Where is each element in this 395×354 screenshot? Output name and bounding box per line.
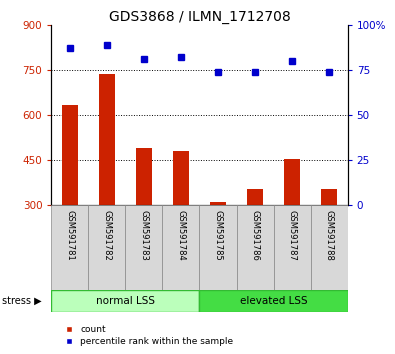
Text: GSM591785: GSM591785 [213, 210, 222, 260]
Bar [99, 74, 115, 205]
Bar [274, 205, 310, 290]
Bar [310, 205, 348, 290]
Bar [126, 205, 162, 290]
Bar [135, 148, 152, 205]
Bar [162, 205, 199, 290]
Bar [199, 205, 237, 290]
Bar [88, 205, 126, 290]
Bar [321, 189, 337, 205]
Text: GSM591784: GSM591784 [177, 210, 186, 260]
Bar [51, 290, 199, 312]
Bar [210, 202, 226, 205]
Text: elevated LSS: elevated LSS [240, 296, 307, 306]
Bar [284, 159, 300, 205]
Bar [247, 189, 263, 205]
Text: GSM591781: GSM591781 [65, 210, 74, 260]
Text: GSM591782: GSM591782 [102, 210, 111, 260]
Text: normal LSS: normal LSS [96, 296, 155, 306]
Text: GSM591787: GSM591787 [288, 210, 297, 261]
Text: GSM591788: GSM591788 [325, 210, 334, 261]
Bar [62, 104, 78, 205]
Bar [51, 205, 88, 290]
Bar [199, 290, 348, 312]
Text: GSM591786: GSM591786 [250, 210, 260, 261]
Text: GSM591783: GSM591783 [139, 210, 149, 261]
Title: GDS3868 / ILMN_1712708: GDS3868 / ILMN_1712708 [109, 10, 290, 24]
Legend: count, percentile rank within the sample: count, percentile rank within the sample [56, 321, 237, 349]
Text: stress ▶: stress ▶ [2, 296, 41, 306]
Bar [237, 205, 274, 290]
Bar [173, 151, 189, 205]
